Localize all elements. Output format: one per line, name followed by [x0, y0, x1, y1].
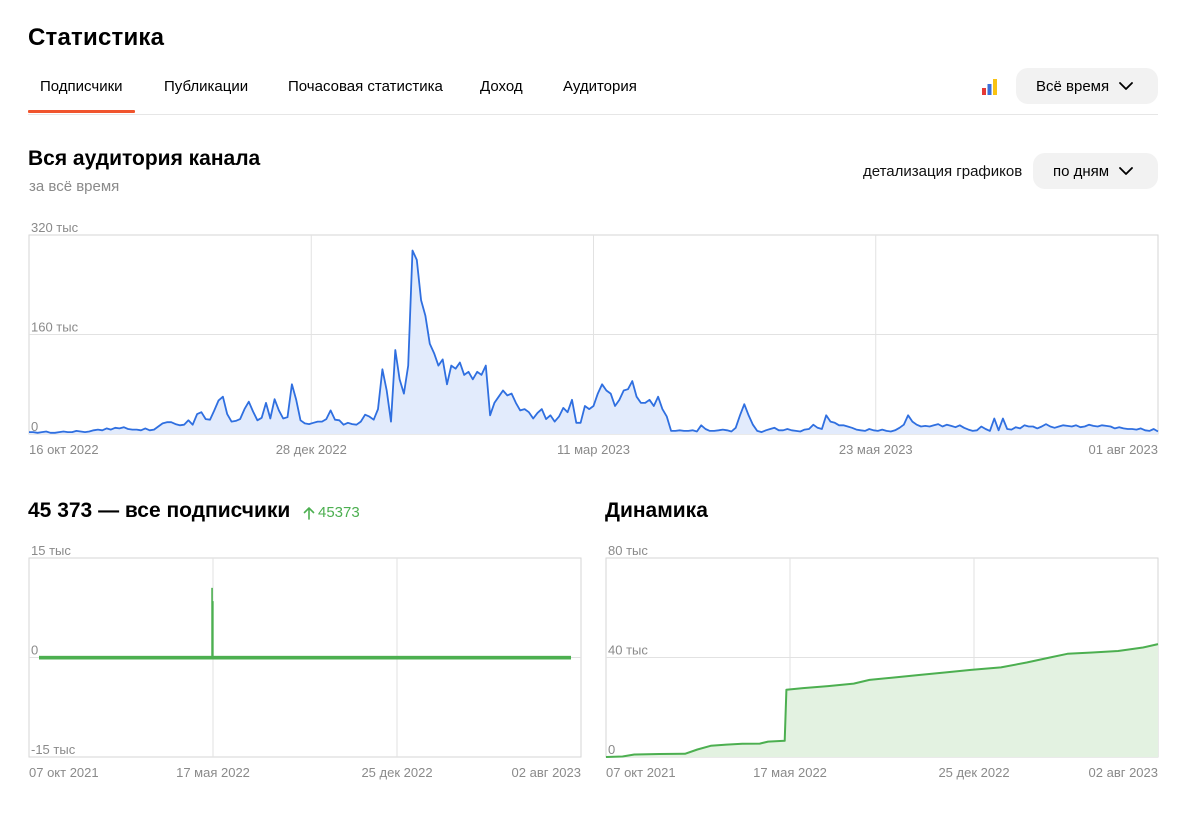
chevron-down-icon — [1119, 82, 1134, 90]
x-tick-label: 07 окт 2021 — [606, 765, 676, 780]
series-area — [606, 644, 1158, 757]
subscribers-delta: 45373 — [303, 504, 360, 521]
audience-chart: 0 160 тыс 320 тыс 16 окт 2022 28 дек 2022 11 … — [28, 220, 1159, 457]
x-tick-label: 01 авг 2023 — [1089, 442, 1158, 457]
audience-section-title: Вся аудитория канала — [28, 147, 261, 170]
subscribers-delta-value: 45373 — [318, 504, 360, 521]
series-line — [605, 643, 1159, 758]
x-tick-label: 25 дек 2022 — [938, 765, 1009, 780]
tab-bar: Подписчики Публикации Почасовая статисти… — [28, 68, 1158, 115]
detail-select-value: по дням — [1053, 162, 1110, 180]
x-tick-label: 17 мая 2022 — [176, 765, 250, 780]
tab-subscribers[interactable]: Подписчики — [28, 78, 134, 113]
x-tick-label: 25 дек 2022 — [361, 765, 432, 780]
x-tick-label: 02 авг 2023 — [512, 765, 581, 780]
subscribers-chart: -15 тыс 0 15 тыс 07 окт 2021 17 мая 2022 25 д… — [28, 543, 582, 780]
x-tick-label: 23 мая 2023 — [839, 442, 913, 457]
detail-select[interactable]: по дням — [1033, 153, 1158, 189]
y-tick-label: 0 — [31, 643, 38, 658]
x-tick-label: 02 авг 2023 — [1089, 765, 1158, 780]
chevron-down-icon — [1119, 167, 1134, 175]
page-title: Статистика — [28, 24, 165, 51]
x-tick-label: 07 окт 2021 — [29, 765, 99, 780]
subscribers-section-title: 45 373 — все подписчики — [28, 499, 291, 522]
detail-label: детализация графиков — [863, 163, 1023, 180]
dynamics-section-title: Динамика — [605, 499, 708, 522]
y-tick-label: 40 тыс — [608, 643, 648, 658]
y-tick-label: 80 тыс — [608, 543, 648, 558]
x-tick-label: 11 мар 2023 — [557, 442, 630, 457]
y-tick-label: 0 — [608, 742, 615, 757]
x-tick-label: 17 мая 2022 — [753, 765, 827, 780]
y-tick-label: 320 тыс — [31, 220, 79, 235]
y-tick-label: 160 тыс — [31, 320, 79, 335]
y-tick-label: -15 тыс — [31, 742, 76, 757]
tab-publications[interactable]: Публикации — [164, 78, 249, 95]
series-line — [29, 249, 1159, 434]
tab-hourly-stats[interactable]: Почасовая статистика — [288, 78, 443, 95]
x-tick-label: 16 окт 2022 — [29, 442, 99, 457]
arrow-up-icon — [303, 506, 315, 520]
x-tick-label: 28 дек 2022 — [276, 442, 347, 457]
y-tick-label: 0 — [31, 419, 38, 434]
audience-section-subtitle: за всё время — [29, 178, 120, 195]
dynamics-chart: 0 40 тыс 80 тыс 07 окт 2021 17 мая 2022 25 де… — [605, 543, 1159, 780]
y-tick-label: 15 тыс — [31, 543, 71, 558]
tab-income[interactable]: Доход — [480, 78, 523, 95]
period-select-value: Всё время — [1036, 77, 1110, 95]
period-select[interactable]: Всё время — [1016, 68, 1158, 104]
bar-chart-logo-icon — [982, 79, 997, 95]
tab-audience[interactable]: Аудитория — [563, 78, 637, 95]
daily-bars-baseline — [39, 655, 571, 660]
